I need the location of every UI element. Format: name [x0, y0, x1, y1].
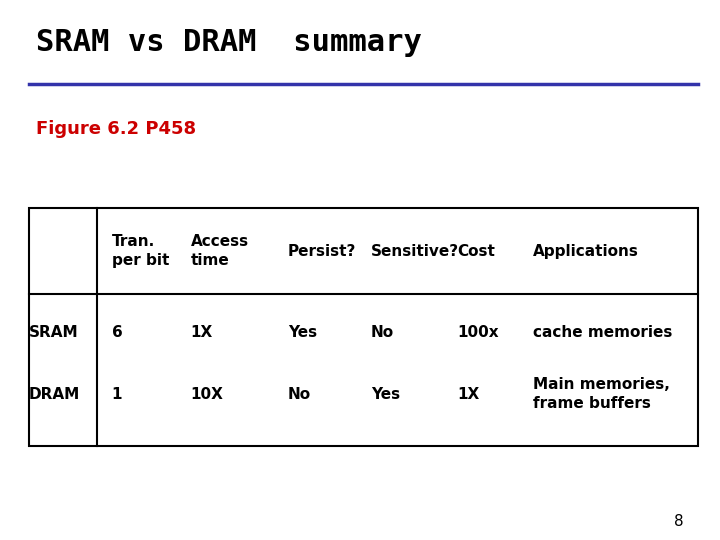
Text: 1X: 1X	[191, 325, 213, 340]
Text: Applications: Applications	[533, 244, 639, 259]
Text: 1X: 1X	[457, 387, 480, 402]
Text: 8: 8	[675, 514, 684, 529]
Text: Figure 6.2 P458: Figure 6.2 P458	[36, 120, 196, 138]
Text: Sensitive?: Sensitive?	[371, 244, 459, 259]
Text: SRAM: SRAM	[29, 325, 78, 340]
Text: 100x: 100x	[457, 325, 499, 340]
Text: SRAM vs DRAM  summary: SRAM vs DRAM summary	[36, 28, 422, 57]
Text: No: No	[288, 387, 311, 402]
Text: Yes: Yes	[371, 387, 400, 402]
Text: cache memories: cache memories	[533, 325, 672, 340]
Text: Persist?: Persist?	[288, 244, 356, 259]
Text: Access
time: Access time	[191, 234, 249, 268]
Text: Yes: Yes	[288, 325, 317, 340]
Text: Tran.
per bit: Tran. per bit	[112, 234, 169, 268]
FancyBboxPatch shape	[29, 208, 698, 446]
Text: 10X: 10X	[191, 387, 224, 402]
Text: DRAM: DRAM	[29, 387, 80, 402]
Text: Cost: Cost	[457, 244, 495, 259]
Text: No: No	[371, 325, 394, 340]
Text: 1: 1	[112, 387, 122, 402]
Text: Main memories,
frame buffers: Main memories, frame buffers	[533, 377, 670, 411]
Text: 6: 6	[112, 325, 122, 340]
